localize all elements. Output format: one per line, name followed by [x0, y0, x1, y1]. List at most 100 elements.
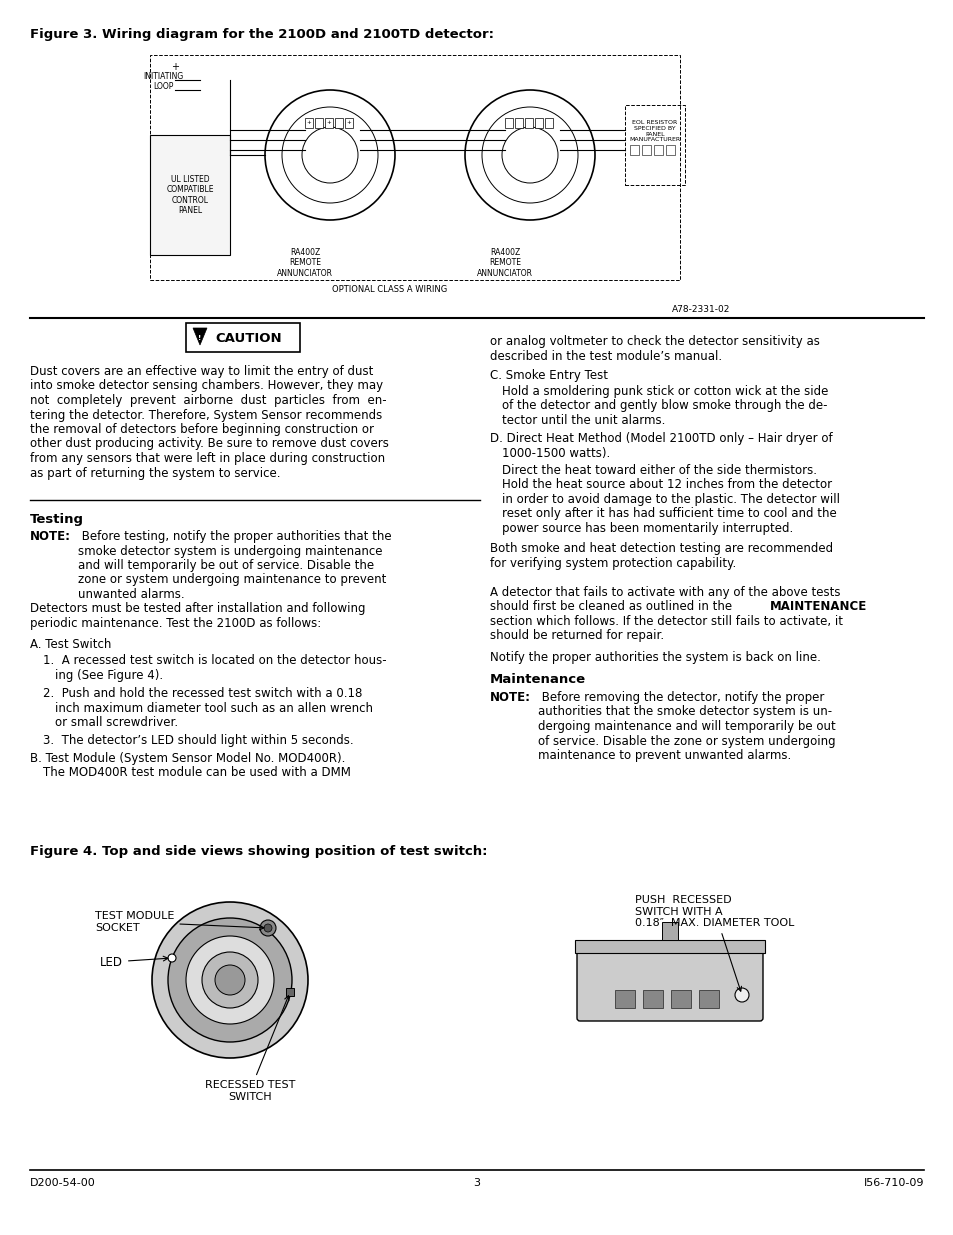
Circle shape [152, 902, 308, 1058]
Text: zone or system undergoing maintenance to prevent: zone or system undergoing maintenance to… [78, 573, 386, 587]
FancyBboxPatch shape [286, 988, 294, 995]
Text: D200-54-00: D200-54-00 [30, 1178, 95, 1188]
Text: B. Test Module (System Sensor Model No. MOD400R).: B. Test Module (System Sensor Model No. … [30, 752, 345, 764]
Text: 1000-1500 watts).: 1000-1500 watts). [501, 447, 610, 459]
FancyBboxPatch shape [577, 950, 762, 1021]
Text: Before removing the detector, notify the proper: Before removing the detector, notify the… [537, 692, 823, 704]
Text: as part of returning the system to service.: as part of returning the system to servi… [30, 467, 280, 479]
Text: described in the test module’s manual.: described in the test module’s manual. [490, 350, 721, 363]
Circle shape [265, 90, 395, 220]
Text: Hold a smoldering punk stick or cotton wick at the side: Hold a smoldering punk stick or cotton w… [501, 385, 827, 398]
Text: CAUTION: CAUTION [214, 332, 281, 345]
Text: should first be cleaned as outlined in the: should first be cleaned as outlined in t… [490, 600, 735, 614]
Text: C. Smoke Entry Test: C. Smoke Entry Test [490, 369, 607, 382]
Text: Maintenance: Maintenance [490, 673, 585, 685]
Text: The MOD400R test module can be used with a DMM: The MOD400R test module can be used with… [43, 767, 351, 779]
Text: Both smoke and heat detection testing are recommended: Both smoke and heat detection testing ar… [490, 542, 832, 555]
Text: Before testing, notify the proper authorities that the: Before testing, notify the proper author… [78, 530, 392, 543]
FancyBboxPatch shape [629, 144, 639, 156]
Text: RA400Z
REMOTE
ANNUNCIATOR: RA400Z REMOTE ANNUNCIATOR [476, 248, 533, 278]
Text: +: + [171, 62, 179, 72]
Text: TEST MODULE
SOCKET: TEST MODULE SOCKET [95, 911, 264, 932]
Text: NOTE:: NOTE: [490, 692, 531, 704]
FancyBboxPatch shape [515, 119, 522, 128]
Circle shape [264, 924, 272, 932]
Text: from any sensors that were left in place during construction: from any sensors that were left in place… [30, 452, 385, 466]
Text: ing (See Figure 4).: ing (See Figure 4). [55, 668, 163, 682]
FancyBboxPatch shape [504, 119, 513, 128]
FancyBboxPatch shape [524, 119, 533, 128]
Text: reset only after it has had sufficient time to cool and the: reset only after it has had sufficient t… [501, 508, 836, 520]
Text: of the detector and gently blow smoke through the de-: of the detector and gently blow smoke th… [501, 399, 826, 412]
Text: Hold the heat source about 12 inches from the detector: Hold the heat source about 12 inches fro… [501, 478, 831, 492]
Text: A. Test Switch: A. Test Switch [30, 638, 112, 651]
Text: 1.  A recessed test switch is located on the detector hous-: 1. A recessed test switch is located on … [43, 655, 386, 667]
FancyBboxPatch shape [642, 990, 662, 1008]
Text: Direct the heat toward either of the side thermistors.: Direct the heat toward either of the sid… [501, 464, 816, 477]
Text: not  completely  prevent  airborne  dust  particles  from  en-: not completely prevent airborne dust par… [30, 394, 386, 408]
Text: PUSH  RECESSED
SWITCH WITH A
0.18″  MAX. DIAMETER TOOL: PUSH RECESSED SWITCH WITH A 0.18″ MAX. D… [635, 895, 794, 992]
Polygon shape [193, 329, 207, 345]
Text: or analog voltmeter to check the detector sensitivity as: or analog voltmeter to check the detecto… [490, 335, 819, 348]
Text: RA400Z
REMOTE
ANNUNCIATOR: RA400Z REMOTE ANNUNCIATOR [276, 248, 333, 278]
Text: NOTE:: NOTE: [30, 530, 71, 543]
Text: or small screwdriver.: or small screwdriver. [55, 716, 178, 729]
Text: section which follows. If the detector still fails to activate, it: section which follows. If the detector s… [490, 615, 842, 629]
Text: into smoke detector sensing chambers. However, they may: into smoke detector sensing chambers. Ho… [30, 379, 383, 393]
Circle shape [734, 988, 748, 1002]
FancyBboxPatch shape [641, 144, 650, 156]
Text: 3: 3 [473, 1178, 480, 1188]
FancyBboxPatch shape [665, 144, 675, 156]
Text: unwanted alarms.: unwanted alarms. [78, 588, 185, 601]
Text: I56-710-09: I56-710-09 [862, 1178, 923, 1188]
FancyBboxPatch shape [654, 144, 662, 156]
Text: D. Direct Heat Method (Model 2100TD only – Hair dryer of: D. Direct Heat Method (Model 2100TD only… [490, 432, 832, 445]
Circle shape [168, 953, 175, 962]
Text: the removal of detectors before beginning construction or: the removal of detectors before beginnin… [30, 424, 374, 436]
Circle shape [464, 90, 595, 220]
Circle shape [186, 936, 274, 1024]
Text: A detector that fails to activate with any of the above tests: A detector that fails to activate with a… [490, 585, 840, 599]
Text: +: + [326, 120, 331, 125]
Text: Figure 4. Top and side views showing position of test switch:: Figure 4. Top and side views showing pos… [30, 845, 487, 858]
Text: dergoing maintenance and will temporarily be out: dergoing maintenance and will temporaril… [537, 720, 835, 734]
Text: !: ! [198, 335, 201, 341]
Circle shape [168, 918, 292, 1042]
Text: 2.  Push and hold the recessed test switch with a 0.18: 2. Push and hold the recessed test switc… [43, 687, 362, 700]
FancyBboxPatch shape [335, 119, 343, 128]
Text: smoke detector system is undergoing maintenance: smoke detector system is undergoing main… [78, 545, 382, 557]
Circle shape [202, 952, 257, 1008]
Text: LED: LED [100, 956, 168, 968]
Text: tering the detector. Therefore, System Sensor recommends: tering the detector. Therefore, System S… [30, 409, 382, 421]
Circle shape [214, 965, 245, 995]
Text: power source has been momentarily interrupted.: power source has been momentarily interr… [501, 522, 792, 535]
FancyBboxPatch shape [699, 990, 719, 1008]
FancyBboxPatch shape [670, 990, 690, 1008]
Text: other dust producing activity. Be sure to remove dust covers: other dust producing activity. Be sure t… [30, 437, 389, 451]
FancyBboxPatch shape [305, 119, 313, 128]
Polygon shape [575, 940, 764, 953]
Text: Figure 3. Wiring diagram for the 2100D and 2100TD detector:: Figure 3. Wiring diagram for the 2100D a… [30, 28, 494, 41]
FancyBboxPatch shape [615, 990, 635, 1008]
Text: UL LISTED
COMPATIBLE
CONTROL
PANEL: UL LISTED COMPATIBLE CONTROL PANEL [166, 175, 213, 215]
FancyBboxPatch shape [535, 119, 542, 128]
Text: Testing: Testing [30, 513, 84, 526]
Text: 3.  The detector’s LED should light within 5 seconds.: 3. The detector’s LED should light withi… [43, 734, 354, 747]
Text: OPTIONAL CLASS A WIRING: OPTIONAL CLASS A WIRING [332, 285, 447, 294]
Text: periodic maintenance. Test the 2100D as follows:: periodic maintenance. Test the 2100D as … [30, 616, 321, 630]
Text: INITIATING
LOOP: INITIATING LOOP [143, 72, 183, 91]
Text: maintenance to prevent unwanted alarms.: maintenance to prevent unwanted alarms. [537, 748, 790, 762]
Circle shape [260, 920, 275, 936]
Text: authorities that the smoke detector system is un-: authorities that the smoke detector syst… [537, 705, 831, 719]
Text: of service. Disable the zone or system undergoing: of service. Disable the zone or system u… [537, 735, 835, 747]
Text: +: + [306, 120, 311, 125]
FancyBboxPatch shape [661, 923, 678, 940]
Text: inch maximum diameter tool such as an allen wrench: inch maximum diameter tool such as an al… [55, 701, 373, 715]
FancyBboxPatch shape [345, 119, 353, 128]
Text: in order to avoid damage to the plastic. The detector will: in order to avoid damage to the plastic.… [501, 493, 840, 506]
Text: for verifying system protection capability.: for verifying system protection capabili… [490, 557, 736, 569]
FancyBboxPatch shape [150, 135, 230, 254]
Text: tector until the unit alarms.: tector until the unit alarms. [501, 414, 664, 427]
Text: should be returned for repair.: should be returned for repair. [490, 630, 663, 642]
FancyBboxPatch shape [325, 119, 333, 128]
